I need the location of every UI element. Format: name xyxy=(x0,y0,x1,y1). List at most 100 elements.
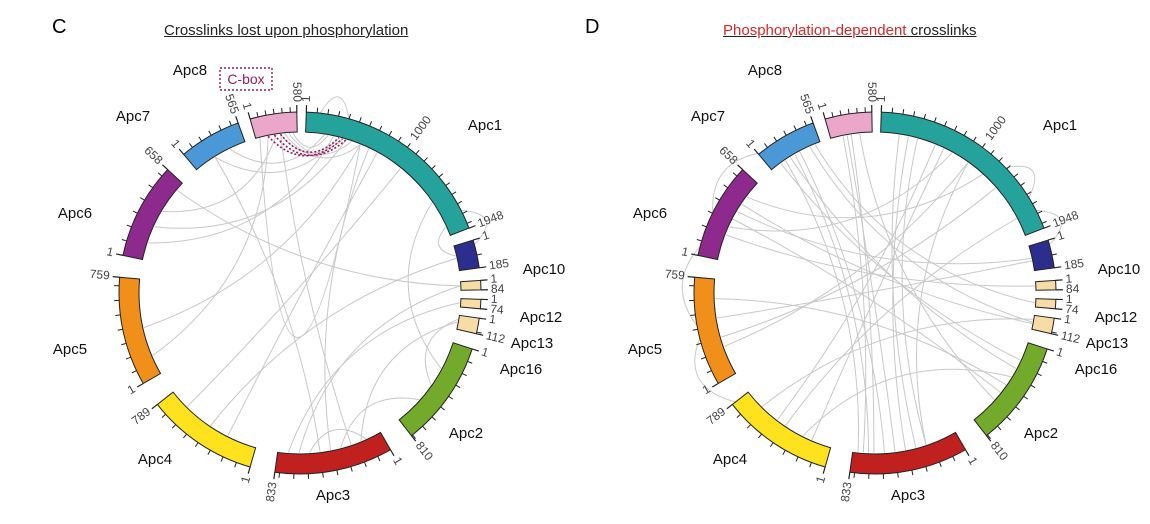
tick-mark xyxy=(687,276,695,278)
crosslink xyxy=(229,134,325,164)
crosslink xyxy=(741,203,1033,325)
segment-apc5 xyxy=(693,276,737,385)
tick-mark xyxy=(925,466,928,472)
tick-label-apc3-start: 1 xyxy=(965,454,981,467)
tick-mark xyxy=(189,143,193,148)
tick-mark xyxy=(1030,384,1036,389)
tick-label-apc1-mid: 1000 xyxy=(982,113,1009,143)
crosslink xyxy=(723,162,969,347)
tick-mark xyxy=(696,342,702,346)
crosslink xyxy=(716,260,1032,319)
tick-mark xyxy=(939,461,942,467)
tick-mark xyxy=(468,225,476,229)
crosslink xyxy=(407,202,442,369)
crosslink xyxy=(309,429,367,453)
crosslink xyxy=(799,151,885,453)
crosslink xyxy=(292,132,329,148)
tick-mark xyxy=(161,413,166,418)
segment-apc4 xyxy=(731,391,832,468)
tick-label-apc7-end: 565 xyxy=(222,92,242,116)
tick-label-apc3-end: 833 xyxy=(838,481,855,503)
tick-mark xyxy=(1042,360,1048,364)
tick-label-apc7-start: 1 xyxy=(743,137,758,151)
crosslink xyxy=(267,135,344,157)
tick-mark xyxy=(126,224,132,228)
tick-label-apc3-end: 833 xyxy=(263,481,280,503)
crosslink xyxy=(814,144,1035,304)
tick-mark xyxy=(987,434,991,440)
tick-mark xyxy=(445,182,450,186)
segment-apc8 xyxy=(249,111,298,139)
tick-label-apc4-start: 1 xyxy=(238,474,253,485)
tick-mark xyxy=(117,328,123,331)
segment-apc5 xyxy=(118,276,162,385)
tick-label-apc13-start: 1 xyxy=(491,292,498,306)
tick-mark xyxy=(471,348,479,352)
tick-mark xyxy=(410,435,417,442)
crosslink xyxy=(794,154,870,453)
tick-mark xyxy=(1055,308,1063,310)
subunit-label-apc13: Apc13 xyxy=(1086,335,1129,352)
crosslink xyxy=(152,136,269,356)
tick-mark xyxy=(795,456,799,462)
tick-mark xyxy=(466,220,472,224)
tick-mark xyxy=(398,136,402,142)
tick-label-apc12-start: 1 xyxy=(490,271,498,285)
tick-mark xyxy=(1051,331,1057,334)
tick-mark xyxy=(115,253,124,256)
tick-label-apc1-start: 1 xyxy=(874,95,888,102)
tick-mark xyxy=(207,449,211,455)
subunit-label-apc4: Apc4 xyxy=(713,451,747,468)
tick-mark xyxy=(455,384,461,389)
crosslink xyxy=(859,133,995,400)
segment-apc12 xyxy=(460,279,482,291)
panel-title-text: Crosslinks lost upon phosphorylation xyxy=(164,22,409,39)
tick-mark xyxy=(1051,253,1057,256)
crosslink xyxy=(279,133,340,153)
tick-mark xyxy=(476,331,482,334)
tick-mark xyxy=(148,184,154,189)
segment-apc16 xyxy=(456,314,480,335)
crosslink xyxy=(210,257,457,426)
tick-mark xyxy=(264,110,267,116)
tick-mark xyxy=(422,425,427,431)
tick-label-apc6-start: 1 xyxy=(105,244,115,259)
tick-mark xyxy=(476,253,482,256)
tick-mark xyxy=(234,462,237,468)
tick-mark xyxy=(1043,225,1051,229)
crosslink xyxy=(186,168,401,407)
tick-mark xyxy=(847,108,850,114)
tick-label-apc13-start: 1 xyxy=(1066,292,1073,306)
tick-mark xyxy=(171,424,177,429)
subunit-label-apc6: Apc6 xyxy=(633,205,667,222)
crosslink xyxy=(746,174,983,219)
tick-label-apc2-end: 810 xyxy=(413,439,437,464)
crosslink xyxy=(298,285,461,454)
tick-mark xyxy=(696,239,702,242)
tick-label-apc1-start: 1 xyxy=(299,95,313,102)
tick-mark xyxy=(132,210,138,214)
tick-label-apc8-end: 580 xyxy=(290,82,304,103)
crosslink xyxy=(360,321,458,441)
tick-mark xyxy=(934,117,937,123)
tick-mark xyxy=(278,472,281,478)
tick-mark xyxy=(1036,373,1042,377)
crosslink xyxy=(288,133,352,155)
tick-mark xyxy=(438,173,444,178)
crosslink xyxy=(340,397,420,448)
tick-mark xyxy=(952,456,956,462)
tick-mark xyxy=(364,461,367,467)
subunit-label-apc1: Apc1 xyxy=(468,117,502,134)
tick-mark xyxy=(218,125,222,131)
tick-mark xyxy=(451,191,457,195)
subunit-label-apc6: Apc6 xyxy=(58,205,92,222)
tick-mark xyxy=(822,466,826,474)
tick-mark xyxy=(1026,191,1032,195)
tick-mark xyxy=(121,239,127,242)
segment-apc4 xyxy=(156,391,257,468)
tick-label-apc12-end: 84 xyxy=(491,282,505,296)
tick-mark xyxy=(162,164,169,170)
tick-label-apc6-end: 658 xyxy=(141,143,165,167)
tick-label-apc8-start: 1 xyxy=(815,101,830,112)
